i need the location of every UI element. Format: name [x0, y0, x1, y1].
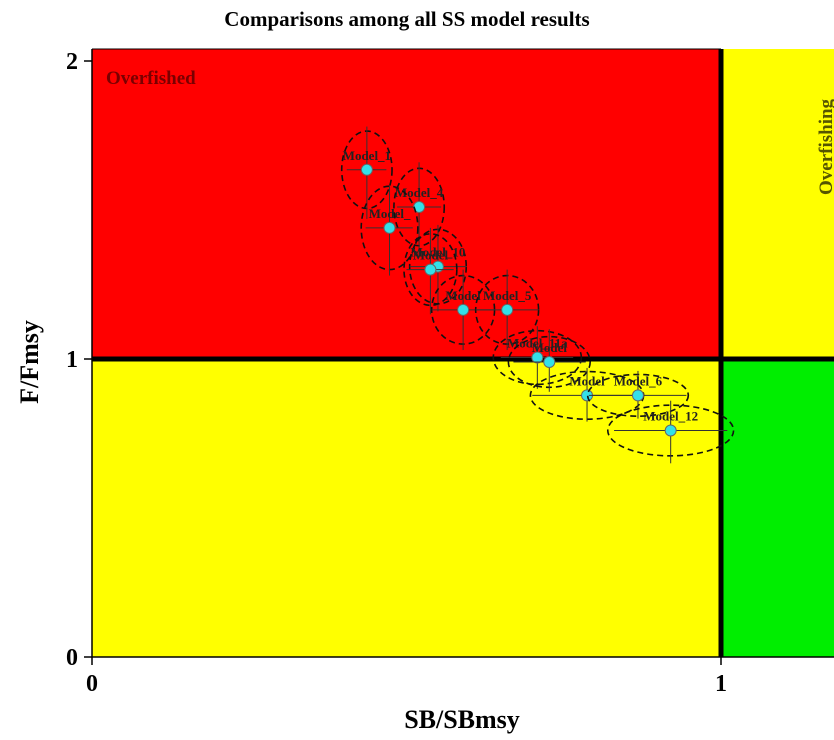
- model-point-group: Model_: [360, 185, 419, 276]
- model-label: Model_4: [395, 185, 444, 200]
- y-axis-label: F/Fmsy: [15, 320, 44, 404]
- model-point: [383, 221, 396, 234]
- quadrant-label-overfishing: Overfishing: [816, 98, 834, 195]
- plot-area: Overfished Overfishing 0 1 0 1 2 Model_1 Model_4…: [66, 48, 834, 697]
- model-point-group: Model: [529, 367, 645, 422]
- y-tick-label: 2: [66, 49, 78, 75]
- model-point: [360, 163, 373, 176]
- model-label: Model_6: [614, 373, 663, 388]
- model-point: [457, 303, 470, 316]
- model-label: Model: [445, 288, 481, 303]
- model-label: Model: [532, 340, 568, 355]
- model-point-group: Model_6: [586, 370, 690, 419]
- x-axis-label: SB/SBmsy: [404, 705, 520, 734]
- quadrant-bottom-right: [721, 359, 834, 657]
- y-tick-label: 0: [66, 645, 78, 671]
- model-point-group: Model_5: [474, 269, 540, 351]
- y-tick-label: 1: [66, 347, 78, 373]
- confidence-ellipse: [492, 329, 583, 386]
- quadrant-overfishing: [721, 49, 834, 359]
- model-point: [543, 355, 556, 368]
- model-point-group: Model: [403, 227, 458, 315]
- model-point-group: Model: [507, 329, 591, 392]
- x-tick-label: 0: [86, 671, 98, 697]
- model-point-group: Model_12: [606, 400, 735, 464]
- model-point-group: Model_11a: [492, 326, 583, 389]
- model-label: Model_5: [483, 288, 532, 303]
- model-point-group: Model_1: [340, 126, 393, 219]
- quadrant-label-overfished: Overfished: [106, 68, 196, 89]
- model-label: Model_1: [343, 148, 391, 163]
- model-label: Model_12: [643, 409, 698, 424]
- quadrant-bottom-left: [92, 359, 721, 657]
- model-label: Model: [413, 248, 449, 263]
- model-point: [531, 351, 544, 364]
- model-point: [501, 303, 514, 316]
- model-point: [424, 263, 437, 276]
- model-point-group: Model_4: [393, 162, 446, 258]
- model-label: Model_: [369, 206, 411, 221]
- x-tick-label: 1: [715, 671, 727, 697]
- quadrant-overfished: [92, 49, 721, 359]
- model-point: [631, 389, 644, 402]
- model-label: Model: [569, 373, 605, 388]
- model-point: [664, 424, 677, 437]
- model-label: Model_11a: [507, 336, 568, 351]
- confidence-ellipse: [403, 233, 458, 307]
- chart-title: Comparisons among all SS model results: [224, 7, 589, 31]
